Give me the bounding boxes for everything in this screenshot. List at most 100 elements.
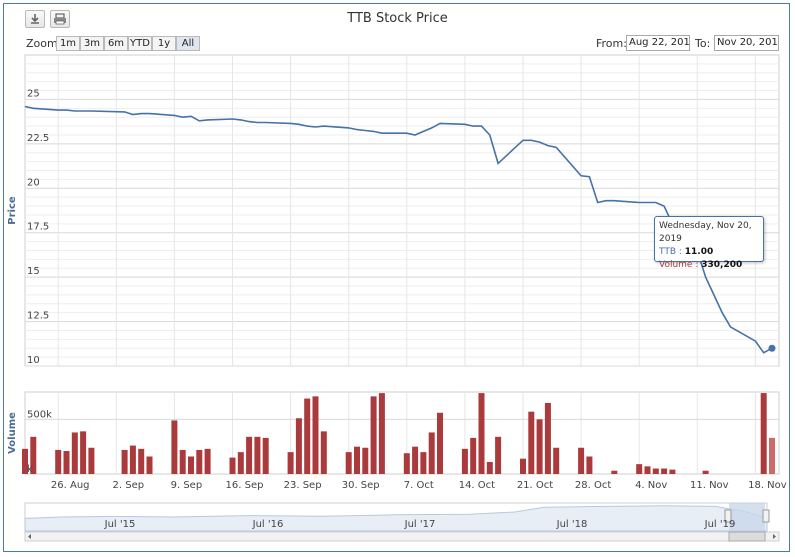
print-button[interactable] — [50, 10, 70, 28]
volume-bar — [295, 418, 302, 474]
navigator-tick-label: Jul '16 — [252, 519, 284, 530]
volume-bar — [262, 437, 269, 474]
navigator-tick-label: Jul '17 — [404, 519, 436, 530]
chart-title: TTB Stock Price — [347, 11, 448, 26]
volume-bar — [644, 466, 651, 474]
volume-bar — [188, 456, 194, 474]
volume-bar — [760, 393, 767, 474]
volume-bar — [171, 420, 178, 474]
price-tick-label: 25 — [27, 88, 40, 99]
x-tick-label: 14. Oct — [459, 480, 495, 491]
volume-pane-border — [24, 391, 780, 475]
navigator-tick-label: Jul '18 — [556, 519, 588, 530]
volume-bar — [702, 470, 709, 474]
volume-bar — [495, 436, 502, 474]
volume-bar — [246, 436, 253, 474]
volume-bar — [362, 447, 369, 474]
volume-bar — [520, 458, 526, 474]
volume-bar — [536, 419, 543, 474]
tooltip-price-row: TTB : 11.00 — [659, 247, 714, 257]
volume-bar — [437, 412, 443, 474]
zoom-all-button[interactable]: All — [176, 36, 200, 51]
volume-bar — [312, 396, 319, 474]
scrollbar-track — [24, 531, 780, 542]
volume-bar — [370, 396, 377, 474]
tooltip: Wednesday, Nov 20, 2019 TTB : 11.00 Volu… — [654, 216, 764, 270]
x-tick-label: 2. Sep — [113, 480, 145, 491]
scrollbar-thumb — [728, 531, 766, 542]
zoom-label: Zoom — [26, 37, 58, 50]
volume-bar — [204, 448, 211, 474]
volume-bar — [345, 452, 352, 474]
volume-bar — [769, 437, 775, 474]
volume-bar — [63, 451, 70, 474]
volume-bar — [486, 461, 493, 474]
volume-bar — [478, 393, 485, 474]
volume-bar — [146, 456, 153, 474]
navigator-tick-label: Jul '19 — [704, 519, 736, 530]
tooltip-volume-row: Volume : 330,200 — [659, 260, 743, 270]
price-axis-title: Price — [7, 196, 18, 225]
volume-bar — [121, 449, 128, 474]
print-icon — [54, 13, 66, 25]
volume-bar — [55, 449, 62, 474]
volume-bar — [661, 468, 668, 474]
to-date-input[interactable]: Nov 20, 2019 — [714, 35, 779, 51]
volume-bar — [528, 411, 535, 474]
volume-bar — [403, 453, 410, 474]
zoom-ytd-button[interactable]: YTD — [128, 36, 152, 51]
volume-bar — [470, 437, 477, 474]
tooltip-volume-value: 330,200 — [701, 260, 743, 270]
navigator-selected-range — [729, 503, 765, 531]
volume-bar — [553, 447, 560, 474]
volume-bar — [586, 456, 593, 474]
from-label: From: — [596, 37, 627, 50]
zoom-6m-button[interactable]: 6m — [104, 36, 128, 51]
x-tick-label: 28. Oct — [575, 480, 611, 491]
volume-bar — [428, 432, 435, 474]
tooltip-series-label: TTB — [659, 247, 677, 257]
volume-bar — [652, 468, 659, 474]
volume-tick-label: 500k — [27, 409, 52, 420]
volume-bar — [229, 457, 236, 474]
volume-bar — [669, 469, 676, 474]
x-tick-label: 21. Oct — [517, 480, 553, 491]
volume-bar — [304, 398, 311, 474]
volume-bar — [611, 470, 618, 474]
zoom-1y-button[interactable]: 1y — [152, 36, 176, 51]
download-icon — [31, 14, 39, 24]
x-tick-label: 4. Nov — [635, 480, 667, 491]
to-label: To: — [695, 37, 711, 50]
volume-bar — [196, 449, 203, 474]
volume-bar — [354, 446, 360, 474]
price-line — [24, 105, 773, 354]
x-tick-label: 9. Sep — [171, 480, 203, 491]
volume-bar — [287, 452, 294, 474]
from-date-input[interactable]: Aug 22, 2019 — [626, 35, 690, 51]
volume-bar — [412, 446, 419, 474]
volume-axis-title: Volume — [7, 412, 18, 454]
tooltip-series-value: 11.00 — [684, 247, 714, 257]
scroll-left-icon — [28, 534, 31, 539]
price-tick-label: 22.5 — [27, 133, 49, 144]
volume-bar — [237, 452, 244, 474]
download-button[interactable] — [25, 10, 45, 28]
navigator-right-handle — [762, 509, 770, 523]
volume-bar — [420, 452, 427, 474]
volume-bar — [129, 445, 136, 474]
volume-tick-label: k — [27, 464, 33, 475]
x-tick-label: 23. Sep — [284, 480, 322, 491]
zoom-3m-button[interactable]: 3m — [80, 36, 104, 51]
scroll-right-icon — [773, 534, 776, 539]
volume-bar — [320, 431, 327, 474]
volume-bar — [30, 436, 37, 474]
price-tick-label: 17.5 — [27, 222, 49, 233]
volume-bar — [544, 402, 551, 474]
navigator-tick-label: Jul '15 — [104, 519, 136, 530]
volume-bar — [254, 436, 261, 474]
zoom-1m-button[interactable]: 1m — [56, 36, 80, 51]
x-tick-label: 11. Nov — [690, 480, 729, 491]
x-tick-label: 16. Sep — [226, 480, 264, 491]
x-tick-label: 26. Aug — [51, 480, 90, 491]
